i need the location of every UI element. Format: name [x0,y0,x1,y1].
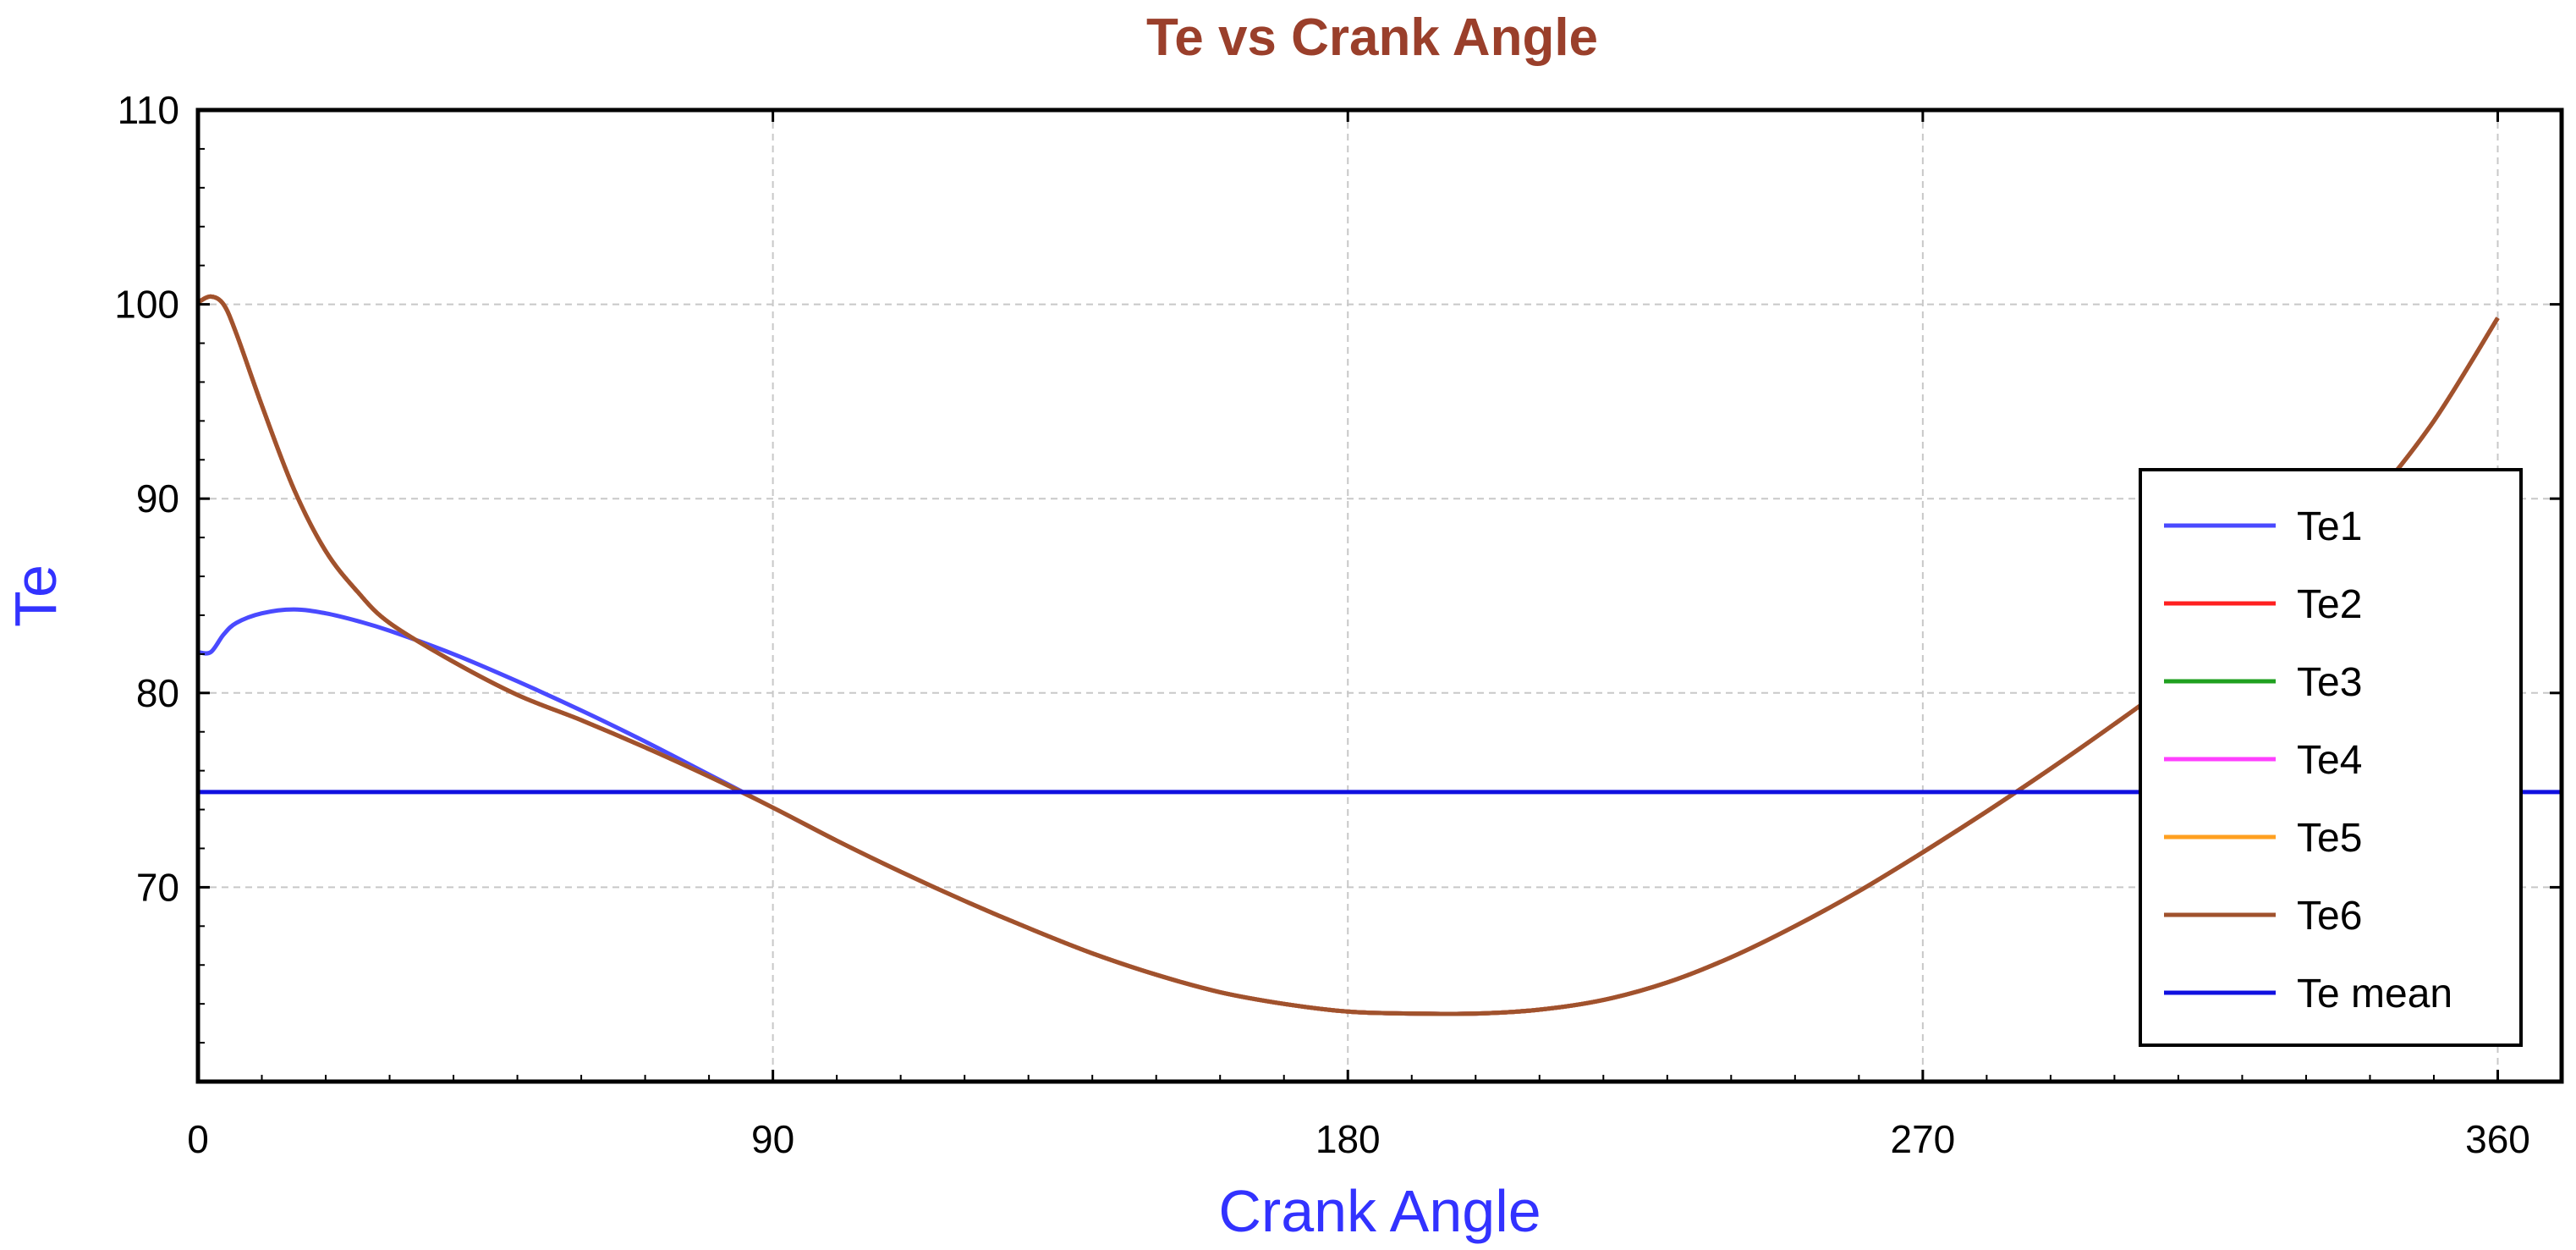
x-tick-label: 180 [1315,1117,1381,1161]
y-tick-label: 110 [118,88,179,132]
series-line-te6 [198,294,2500,1016]
plot-frame [195,107,2564,1084]
x-tick-label: 270 [1890,1117,1955,1161]
y-tick-label: 90 [136,476,179,520]
chart-title: Te vs Crank Angle [1146,8,1598,67]
legend-label: Te6 [2297,894,2362,939]
legend-label: Te mean [2297,972,2452,1016]
legend-label: Te3 [2297,660,2362,705]
legend: Te1 Te2 Te3 Te4 Te5 Te6 Te mean [2139,468,2523,1047]
x-axis-label: Crank Angle [1218,1178,1541,1244]
legend-label: Te1 [2297,504,2362,549]
legend-label: Te5 [2297,816,2362,861]
y-tick-label: 80 [136,671,179,715]
y-tick-label: 100 [114,283,179,327]
y-tick-label: 70 [136,865,179,909]
x-tick-label: 90 [751,1117,794,1161]
y-axis-label: Te [3,564,69,627]
series-lines [198,294,2562,1016]
legend-label: Te4 [2297,738,2362,783]
x-tick-label: 0 [187,1117,209,1161]
legend-label: Te2 [2297,582,2362,627]
axis-ticks: 0 90 180 270 360 70 80 90 100 110 [114,88,2562,1161]
x-tick-label: 360 [2465,1117,2530,1161]
